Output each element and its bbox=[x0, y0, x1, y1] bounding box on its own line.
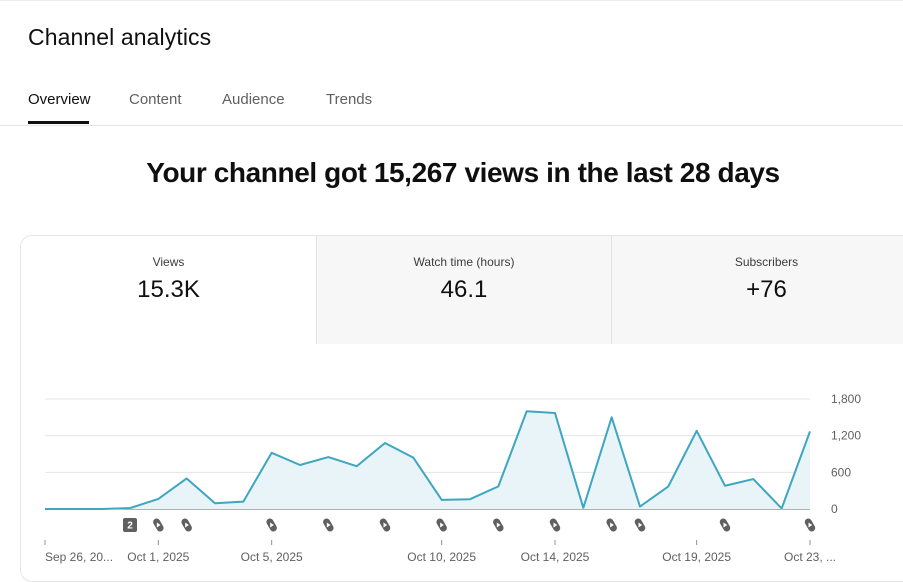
shorts-icon[interactable] bbox=[435, 517, 448, 533]
shorts-icon[interactable] bbox=[548, 517, 561, 533]
y-tick-label: 0 bbox=[831, 502, 838, 516]
shorts-icon[interactable] bbox=[265, 517, 278, 533]
tab-overview[interactable]: Overview bbox=[28, 91, 91, 108]
shorts-icon[interactable] bbox=[718, 517, 731, 533]
shorts-icon[interactable] bbox=[180, 517, 193, 533]
shorts-icon[interactable] bbox=[322, 517, 335, 533]
x-tick-label: Oct 5, 2025 bbox=[241, 550, 303, 564]
series-area bbox=[45, 411, 810, 509]
top-divider bbox=[0, 0, 903, 1]
shorts-icon[interactable] bbox=[492, 517, 505, 533]
x-tick-label: Oct 23, ... bbox=[784, 550, 836, 564]
shorts-icon[interactable] bbox=[378, 517, 391, 533]
tab-content[interactable]: Content bbox=[129, 91, 182, 108]
summary-headline: Your channel got 15,267 views in the las… bbox=[146, 157, 780, 188]
x-tick-label: Oct 1, 2025 bbox=[127, 550, 189, 564]
y-tick-label: 1,800 bbox=[831, 392, 861, 406]
shorts-icon[interactable] bbox=[803, 517, 816, 533]
x-tick-label: Oct 10, 2025 bbox=[407, 550, 476, 564]
upload-count-badge bbox=[123, 518, 137, 532]
metric-label: Subscribers bbox=[734, 255, 799, 269]
x-tick-label: Oct 19, 2025 bbox=[662, 550, 731, 564]
x-tick-label: Sep 26, 20... bbox=[45, 550, 113, 564]
series-line bbox=[45, 410, 811, 510]
metric-label: Views bbox=[152, 255, 185, 269]
metric-tab-views[interactable]: Views 15.3K bbox=[21, 236, 316, 344]
metric-tab-watch-time[interactable]: Watch time (hours) 46.1 bbox=[316, 236, 611, 344]
tab-audience[interactable]: Audience bbox=[222, 91, 285, 108]
metric-value: 15.3K bbox=[137, 276, 200, 303]
metric-value: 46.1 bbox=[440, 276, 488, 303]
tab-bar: Overview Content Audience Trends bbox=[0, 88, 903, 126]
shorts-icon[interactable] bbox=[633, 517, 646, 533]
shorts-icon[interactable] bbox=[605, 517, 618, 533]
y-tick-label: 1,200 bbox=[831, 429, 861, 443]
x-tick-label: Oct 14, 2025 bbox=[521, 550, 590, 564]
active-tab-indicator bbox=[28, 121, 89, 124]
page-title: Channel analytics bbox=[28, 24, 212, 50]
metric-label: Watch time (hours) bbox=[413, 255, 515, 269]
analytics-card: Views 15.3K Watch time (hours) 46.1 Subs… bbox=[20, 235, 903, 582]
metric-value: +76 bbox=[746, 276, 787, 303]
metric-tab-subscribers[interactable]: Subscribers +76 bbox=[611, 236, 903, 344]
y-tick-label: 600 bbox=[831, 465, 851, 479]
shorts-icon[interactable] bbox=[152, 517, 165, 533]
tab-trends[interactable]: Trends bbox=[326, 91, 373, 108]
upload-count-label: 2 bbox=[127, 521, 133, 532]
